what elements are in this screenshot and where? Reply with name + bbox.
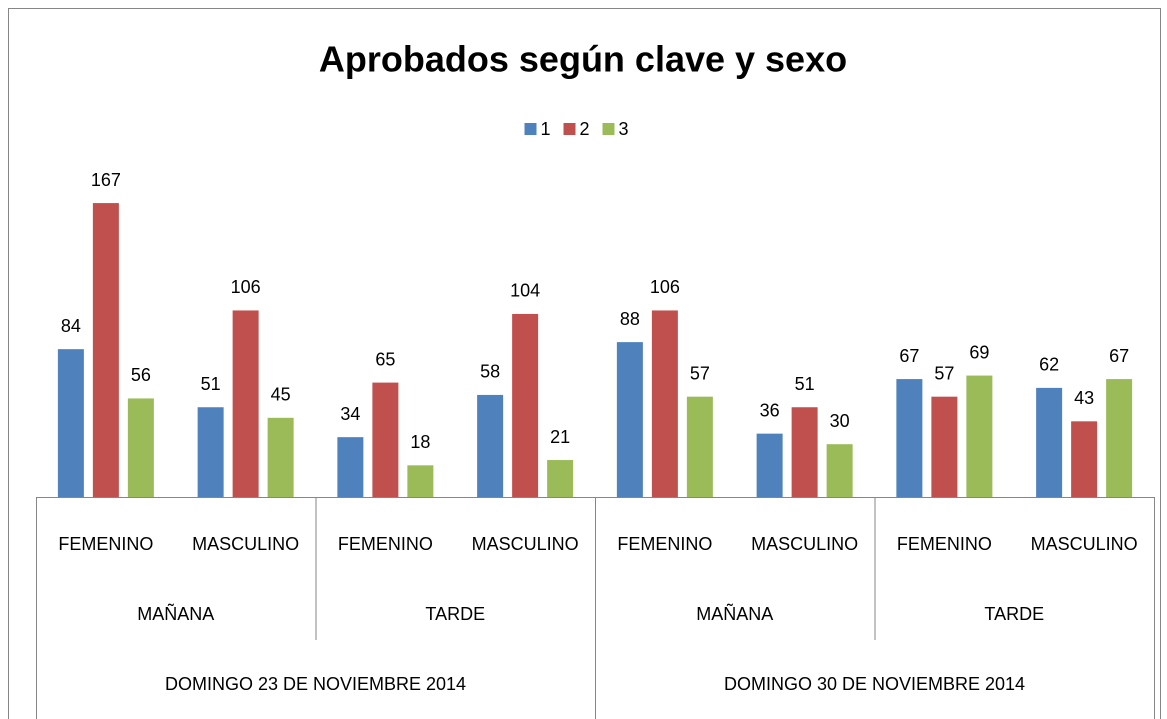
data-label: 58 — [480, 362, 500, 382]
bar — [127, 398, 154, 497]
chart-title: Aprobados según clave y sexo — [319, 39, 847, 80]
bar — [826, 444, 853, 497]
data-label: 34 — [340, 404, 360, 424]
group-label: DOMINGO 30 DE NOVIEMBRE 2014 — [724, 674, 1025, 694]
data-label: 36 — [760, 400, 780, 420]
group-label: DOMINGO 23 DE NOVIEMBRE 2014 — [165, 674, 466, 694]
subgroup-label: TARDE — [425, 604, 485, 624]
subgroup-label: MAÑANA — [696, 603, 773, 624]
data-label: 57 — [690, 363, 710, 383]
data-label: 67 — [899, 346, 919, 366]
data-label: 51 — [201, 374, 221, 394]
bar — [1106, 379, 1133, 497]
data-label: 106 — [231, 277, 261, 297]
data-label: 62 — [1039, 355, 1059, 375]
legend-swatch — [602, 123, 615, 135]
data-label: 21 — [550, 427, 570, 447]
legend-label: 2 — [580, 119, 590, 139]
bar — [1071, 421, 1098, 497]
data-label: 106 — [650, 277, 680, 297]
x-tick-label: FEMENINO — [58, 534, 153, 554]
x-tick-label: MASCULINO — [1031, 534, 1138, 554]
x-tick-label: FEMENINO — [617, 534, 712, 554]
x-tick-label: MASCULINO — [751, 534, 858, 554]
x-tick-label: MASCULINO — [192, 534, 299, 554]
bar — [232, 310, 259, 497]
bar — [616, 342, 643, 497]
bar — [966, 375, 993, 497]
bar — [651, 310, 678, 497]
data-label: 51 — [795, 374, 815, 394]
data-label: 88 — [620, 309, 640, 329]
data-label: 65 — [375, 349, 395, 369]
legend-swatch — [524, 123, 537, 135]
data-label: 30 — [830, 411, 850, 431]
subgroup-label: TARDE — [984, 604, 1044, 624]
bar — [547, 460, 574, 497]
subgroup-label: MAÑANA — [137, 603, 214, 624]
legend-label: 1 — [541, 119, 551, 139]
bar — [92, 203, 119, 497]
bar — [372, 382, 399, 497]
bar — [791, 407, 818, 497]
data-label: 43 — [1074, 388, 1094, 408]
data-label: 57 — [934, 363, 954, 383]
x-tick-label: FEMENINO — [338, 534, 433, 554]
data-label: 45 — [271, 385, 291, 405]
bar — [57, 349, 84, 497]
bar — [407, 465, 434, 497]
bar — [931, 396, 958, 497]
data-label: 84 — [61, 316, 81, 336]
bar — [477, 394, 504, 497]
x-tick-label: MASCULINO — [472, 534, 579, 554]
data-label: 167 — [91, 170, 121, 190]
data-label: 69 — [969, 342, 989, 362]
bar — [197, 407, 224, 497]
legend-swatch — [563, 123, 576, 135]
bar — [686, 396, 713, 497]
data-label: 18 — [410, 432, 430, 452]
chart-frame — [8, 8, 1161, 719]
bar — [756, 433, 783, 497]
data-label: 67 — [1109, 346, 1129, 366]
bar — [337, 437, 364, 497]
bar — [896, 379, 923, 497]
data-label: 56 — [131, 365, 151, 385]
legend-label: 3 — [619, 119, 629, 139]
bar — [1036, 387, 1063, 497]
data-label: 104 — [510, 281, 540, 301]
bar — [512, 313, 539, 497]
x-tick-label: FEMENINO — [897, 534, 992, 554]
bar — [267, 417, 294, 497]
